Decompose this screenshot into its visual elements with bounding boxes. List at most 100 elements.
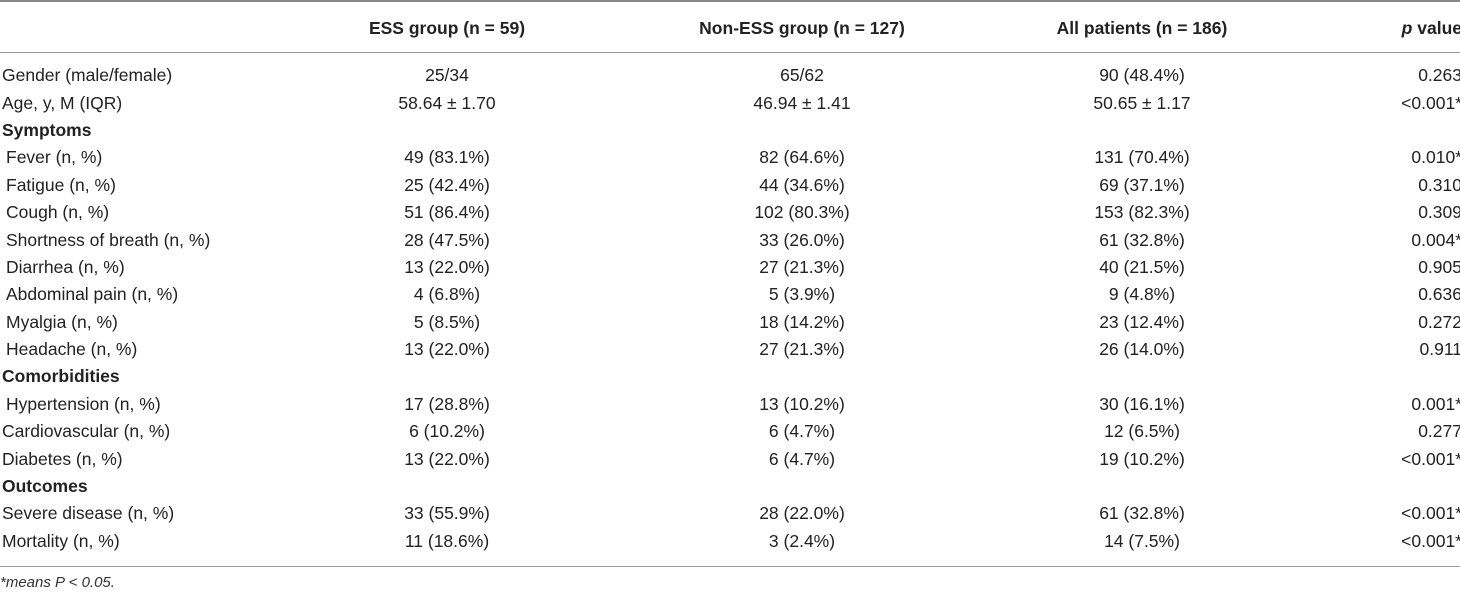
row-label: Abdominal pain (n, %) — [6, 284, 179, 305]
top-rule — [0, 0, 1460, 2]
table-row: Fever (n, %) 49 (83.1%) 82 (64.6%) 131 (… — [0, 144, 1460, 171]
cell-non-ess: 27 (21.3%) — [759, 339, 845, 360]
cell-all: 50.65 ± 1.17 — [1093, 92, 1191, 113]
row-label: Fever (n, %) — [6, 147, 103, 168]
section-label: Comorbidities — [2, 366, 120, 387]
header-rule — [0, 52, 1460, 53]
row-label: Severe disease (n, %) — [2, 503, 175, 524]
cell-all: 9 (4.8%) — [1108, 284, 1176, 305]
cell-non-ess: 44 (34.6%) — [759, 174, 845, 195]
cell-p-value: 0.309 — [1418, 202, 1460, 223]
table-row: Cough (n, %) 51 (86.4%) 102 (80.3%) 153 … — [0, 199, 1460, 226]
row-label: Cardiovascular (n, %) — [2, 421, 171, 442]
table-row: Age, y, M (IQR) 58.64 ± 1.70 46.94 ± 1.4… — [0, 89, 1460, 116]
row-label: Diabetes (n, %) — [2, 448, 123, 469]
cell-non-ess: 65/62 — [780, 65, 824, 86]
cell-non-ess: 5 (3.9%) — [768, 284, 836, 305]
table-row: Diarrhea (n, %) 13 (22.0%) 27 (21.3%) 40… — [0, 254, 1460, 281]
row-label: Diarrhea (n, %) — [6, 256, 125, 277]
cell-non-ess: 6 (4.7%) — [768, 448, 836, 469]
cell-ess: 33 (55.9%) — [404, 503, 490, 524]
cell-all: 61 (32.8%) — [1099, 503, 1185, 524]
cell-ess: 13 (22.0%) — [404, 448, 490, 469]
cell-p-value: <0.001* — [1401, 530, 1460, 551]
cell-ess: 25 (42.4%) — [404, 174, 490, 195]
cell-all: 153 (82.3%) — [1094, 202, 1190, 223]
cell-non-ess: 18 (14.2%) — [759, 311, 845, 332]
cell-ess: 25/34 — [425, 65, 469, 86]
row-label: Cough (n, %) — [6, 202, 110, 223]
cell-p-value: 0.905 — [1418, 256, 1460, 277]
cell-all: 19 (10.2%) — [1099, 448, 1185, 469]
cell-non-ess: 82 (64.6%) — [759, 147, 845, 168]
cell-ess: 17 (28.8%) — [404, 393, 490, 414]
cell-non-ess: 6 (4.7%) — [768, 421, 836, 442]
cell-p-value: 0.010* — [1411, 147, 1460, 168]
cell-all: 12 (6.5%) — [1104, 421, 1180, 442]
header-spacer — [0, 42, 1460, 62]
cell-p-value: 0.277 — [1418, 421, 1460, 442]
bottom-rule — [0, 566, 1460, 567]
row-label: Age, y, M (IQR) — [2, 92, 123, 113]
table-footnote: *means P < 0.05. — [0, 574, 115, 591]
cell-ess: 11 (18.6%) — [404, 530, 490, 551]
row-label: Shortness of breath (n, %) — [6, 229, 211, 250]
cell-all: 30 (16.1%) — [1099, 393, 1185, 414]
cell-all: 69 (37.1%) — [1099, 174, 1185, 195]
cell-non-ess: 3 (2.4%) — [768, 530, 836, 551]
table-row: Myalgia (n, %) 5 (8.5%) 18 (14.2%) 23 (1… — [0, 309, 1460, 336]
table-row: Headache (n, %) 13 (22.0%) 27 (21.3%) 26… — [0, 336, 1460, 363]
cell-non-ess: 27 (21.3%) — [759, 256, 845, 277]
table-row: Shortness of breath (n, %) 28 (47.5%) 33… — [0, 226, 1460, 253]
cell-ess: 6 (10.2%) — [409, 421, 485, 442]
row-label: Fatigue (n, %) — [6, 174, 116, 195]
section-row-symptoms: Symptoms — [0, 117, 1460, 144]
table-row: Diabetes (n, %) 13 (22.0%) 6 (4.7%) 19 (… — [0, 445, 1460, 472]
cell-p-value: 0.004* — [1411, 229, 1460, 250]
section-label: Symptoms — [2, 119, 92, 140]
cell-p-value: 0.272 — [1418, 311, 1460, 332]
p-value-header-p: p — [1401, 17, 1413, 38]
cell-non-ess: 28 (22.0%) — [759, 503, 845, 524]
row-label: Gender (male/female) — [2, 65, 173, 86]
cell-non-ess: 13 (10.2%) — [759, 393, 845, 414]
cell-all: 40 (21.5%) — [1099, 256, 1185, 277]
column-header-label — [0, 14, 282, 42]
table-row: Mortality (n, %) 11 (18.6%) 3 (2.4%) 14 … — [0, 528, 1460, 555]
column-header-ess: ESS group (n = 59) — [368, 17, 526, 38]
cell-p-value: 0.263 — [1418, 65, 1460, 86]
table-row: Hypertension (n, %) 17 (28.8%) 13 (10.2%… — [0, 391, 1460, 418]
cell-ess: 4 (6.8%) — [413, 284, 481, 305]
cell-all: 26 (14.0%) — [1099, 339, 1185, 360]
cell-all: 61 (32.8%) — [1099, 229, 1185, 250]
section-row-comorbidities: Comorbidities — [0, 363, 1460, 390]
row-label: Myalgia (n, %) — [6, 311, 118, 332]
cell-ess: 49 (83.1%) — [404, 147, 490, 168]
row-label: Mortality (n, %) — [2, 530, 120, 551]
cell-non-ess: 33 (26.0%) — [759, 229, 845, 250]
cell-p-value: 0.636 — [1418, 284, 1460, 305]
cell-p-value: 0.911 — [1419, 339, 1460, 360]
row-label: Headache (n, %) — [6, 339, 138, 360]
cell-all: 131 (70.4%) — [1094, 147, 1190, 168]
cell-ess: 28 (47.5%) — [404, 229, 490, 250]
cell-all: 14 (7.5%) — [1104, 530, 1180, 551]
cell-p-value: <0.001* — [1401, 503, 1460, 524]
cell-non-ess: 102 (80.3%) — [754, 202, 850, 223]
cell-all: 23 (12.4%) — [1099, 311, 1185, 332]
table-row: Fatigue (n, %) 25 (42.4%) 44 (34.6%) 69 … — [0, 172, 1460, 199]
header-row: ESS group (n = 59) Non-ESS group (n = 12… — [0, 14, 1460, 42]
table-row: Cardiovascular (n, %) 6 (10.2%) 6 (4.7%)… — [0, 418, 1460, 445]
table-row: Severe disease (n, %) 33 (55.9%) 28 (22.… — [0, 500, 1460, 527]
cell-p-value: <0.001* — [1401, 92, 1460, 113]
cell-ess: 13 (22.0%) — [404, 256, 490, 277]
cell-all: 90 (48.4%) — [1099, 65, 1185, 86]
table-row: Gender (male/female) 25/34 65/62 90 (48.… — [0, 62, 1460, 89]
table-row: Abdominal pain (n, %) 4 (6.8%) 5 (3.9%) … — [0, 281, 1460, 308]
cell-p-value: <0.001* — [1401, 448, 1460, 469]
characteristics-table: ESS group (n = 59) Non-ESS group (n = 12… — [0, 14, 1460, 555]
cell-p-value: 0.310 — [1418, 174, 1460, 195]
cell-ess: 51 (86.4%) — [404, 202, 490, 223]
column-header-non-ess: Non-ESS group (n = 127) — [699, 17, 905, 38]
